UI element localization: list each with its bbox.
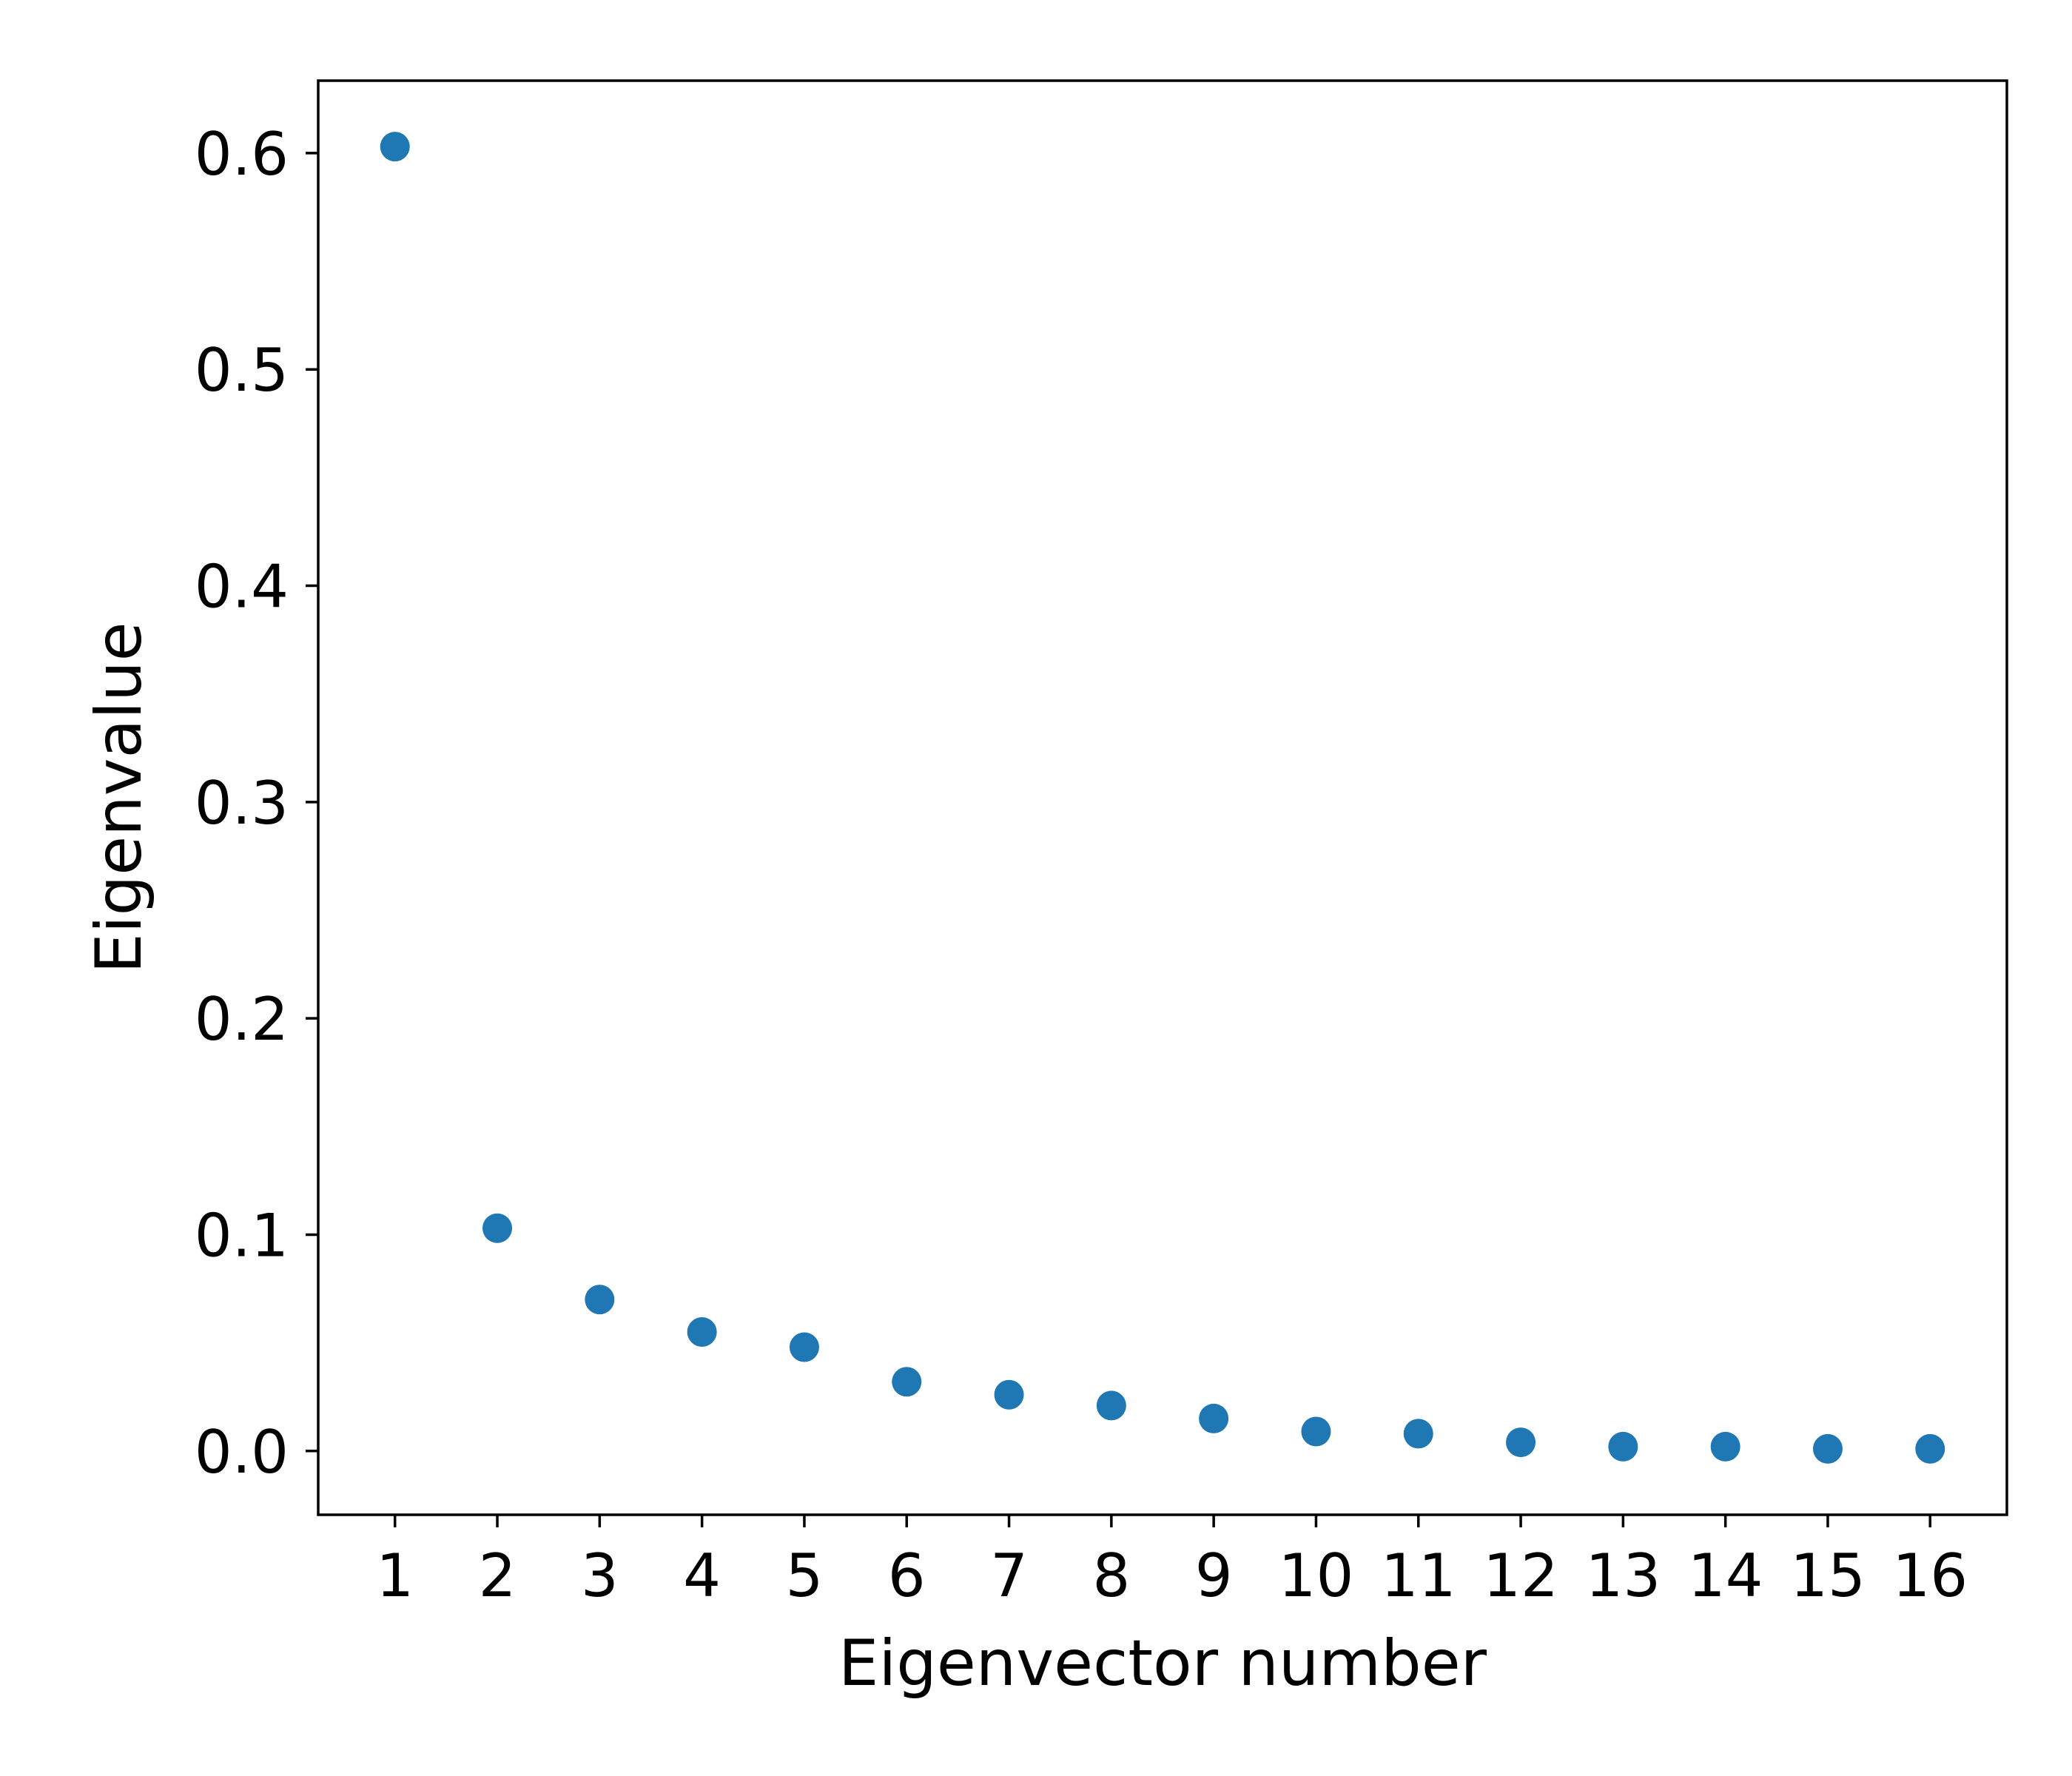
data-point bbox=[1199, 1403, 1229, 1433]
x-tick-label: 3 bbox=[581, 1541, 619, 1610]
x-axis-label: Eigenvector number bbox=[838, 1627, 1487, 1701]
data-point bbox=[687, 1317, 717, 1347]
x-tick-label: 10 bbox=[1279, 1541, 1354, 1610]
data-point bbox=[1710, 1431, 1740, 1462]
x-tick-label: 16 bbox=[1892, 1541, 1968, 1610]
data-point bbox=[1096, 1390, 1126, 1421]
y-tick-label: 0.3 bbox=[195, 769, 289, 838]
x-tick-label: 1 bbox=[376, 1541, 414, 1610]
x-tick-label: 15 bbox=[1790, 1541, 1866, 1610]
y-tick-label: 0.5 bbox=[195, 336, 289, 405]
data-point bbox=[1608, 1431, 1638, 1462]
x-tick-label: 5 bbox=[785, 1541, 823, 1610]
x-tick-label: 4 bbox=[683, 1541, 721, 1610]
data-point bbox=[482, 1213, 513, 1243]
x-tick-label: 13 bbox=[1585, 1541, 1661, 1610]
y-tick-label: 0.2 bbox=[195, 985, 289, 1054]
y-tick-label: 0.0 bbox=[195, 1418, 289, 1487]
data-point bbox=[994, 1379, 1024, 1410]
data-points bbox=[380, 132, 1945, 1464]
data-point bbox=[892, 1367, 922, 1397]
x-tick-label: 14 bbox=[1688, 1541, 1763, 1610]
data-point bbox=[585, 1285, 615, 1315]
x-tick-label: 11 bbox=[1381, 1541, 1456, 1610]
y-tick-label: 0.6 bbox=[195, 120, 289, 189]
x-tick-label: 6 bbox=[888, 1541, 926, 1610]
x-tick-label: 8 bbox=[1092, 1541, 1130, 1610]
y-axis-label: Eigenvalue bbox=[82, 622, 156, 973]
x-tick-label: 12 bbox=[1483, 1541, 1558, 1610]
data-point bbox=[380, 132, 410, 162]
data-point bbox=[1915, 1433, 1945, 1464]
x-tick-label: 9 bbox=[1195, 1541, 1233, 1610]
ticks-layer: 1 2 3 4 5 6 7 8 9 10 11 12 13 14 15 160.00.10.20.30.40.… bbox=[195, 120, 1968, 1610]
data-point bbox=[1403, 1419, 1433, 1449]
y-tick-label: 0.4 bbox=[195, 553, 289, 622]
data-point bbox=[1812, 1433, 1843, 1464]
y-tick-label: 0.1 bbox=[195, 1201, 289, 1270]
data-point bbox=[1301, 1416, 1331, 1447]
data-point bbox=[1506, 1427, 1536, 1458]
x-tick-label: 7 bbox=[990, 1541, 1028, 1610]
x-tick-label: 2 bbox=[479, 1541, 517, 1610]
data-point bbox=[789, 1332, 819, 1362]
plot-area-frame bbox=[317, 79, 2008, 1516]
